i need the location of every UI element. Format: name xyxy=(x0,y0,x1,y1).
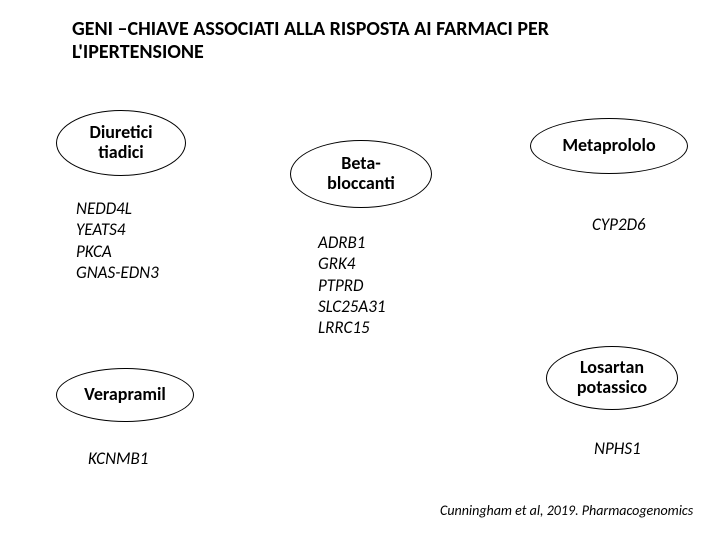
oval-verapramil: Verapramil xyxy=(56,368,194,422)
gene-item: LRRC15 xyxy=(318,317,385,338)
gene-item: GNAS-EDN3 xyxy=(76,262,159,283)
oval-verapramil-l1: Verapramil xyxy=(84,383,166,405)
gene-item: GRK4 xyxy=(318,253,385,274)
oval-beta-l2: bloccanti xyxy=(327,172,395,194)
citation: Cunningham et al, 2019. Pharmacogenomics xyxy=(440,502,693,519)
gene-item: CYP2D6 xyxy=(592,214,646,235)
genes-metaprololo: CYP2D6 xyxy=(592,214,646,235)
genes-verapramil: KCNMB1 xyxy=(88,448,148,469)
gene-item: NPHS1 xyxy=(594,438,641,459)
oval-losartan-l1: Losartan xyxy=(580,356,644,378)
oval-losartan-l2: potassico xyxy=(577,376,647,398)
oval-diuretici-l1: Diuretici xyxy=(89,121,152,143)
gene-item: PKCA xyxy=(76,241,159,262)
gene-item: NEDD4L xyxy=(76,198,159,219)
oval-metaprololo: Metaprololo xyxy=(530,118,688,174)
oval-losartan: Losartan potassico xyxy=(546,346,678,410)
gene-item: KCNMB1 xyxy=(88,448,148,469)
oval-metaprololo-l1: Metaprololo xyxy=(562,134,655,156)
gene-item: YEATS4 xyxy=(76,219,159,240)
gene-item: SLC25A31 xyxy=(318,296,385,317)
gene-item: PTPRD xyxy=(318,275,385,296)
oval-beta-l1: Beta- xyxy=(341,152,381,174)
genes-losartan: NPHS1 xyxy=(594,438,641,459)
oval-diuretici-l2: tiadici xyxy=(98,141,143,163)
slide-title: GENI –CHIAVE ASSOCIATI ALLA RISPOSTA AI … xyxy=(72,18,662,64)
genes-diuretici: NEDD4LYEATS4PKCAGNAS-EDN3 xyxy=(76,198,159,283)
oval-beta: Beta- bloccanti xyxy=(290,140,432,208)
gene-item: ADRB1 xyxy=(318,232,385,253)
genes-beta: ADRB1GRK4PTPRDSLC25A31LRRC15 xyxy=(318,232,385,338)
oval-diuretici: Diuretici tiadici xyxy=(56,110,186,176)
